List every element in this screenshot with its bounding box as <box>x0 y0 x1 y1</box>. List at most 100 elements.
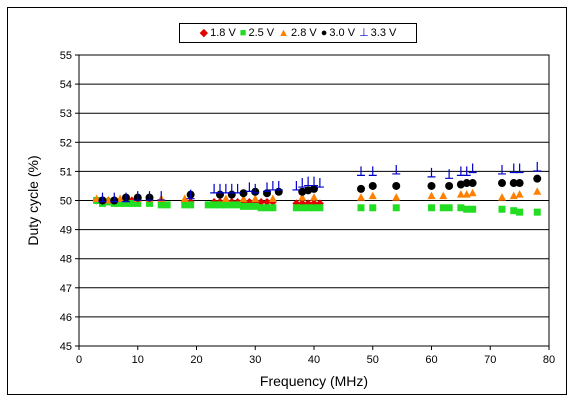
legend-diamond-marker: ◆ <box>199 26 209 39</box>
data-point-square <box>122 199 130 207</box>
legend-item-4: ● 3.0 V <box>321 27 355 39</box>
data-point-triangle <box>392 193 401 201</box>
data-point-square <box>210 201 218 209</box>
data-point-square <box>146 199 153 207</box>
data-point-triangle <box>515 190 524 198</box>
data-point-square <box>163 201 171 209</box>
data-point-circle <box>498 179 506 188</box>
data-point-perp <box>251 183 260 194</box>
legend-label: 2.5 V <box>248 27 275 39</box>
data-point-triangle <box>357 193 365 201</box>
data-point-square <box>392 204 400 212</box>
data-point-circle <box>392 181 401 190</box>
data-point-perp <box>392 164 401 175</box>
legend-label: 3.3 V <box>370 27 397 39</box>
data-point-perp <box>533 162 542 172</box>
legend-item-1: ◆ 1.8 V <box>200 27 236 39</box>
data-point-square <box>428 204 435 212</box>
chart-legend: ◆ 1.8 V ■ 2.5 V ▲ 2.8 V ● 3.0 V ⊥ 3.3 V <box>179 23 417 43</box>
legend-label: 3.0 V <box>329 27 356 39</box>
axis-ticks: 45 46 47 48 49 50 51 52 53 54 55 0 10 20 30 40 50 60 70 80 <box>60 50 555 366</box>
data-point-circle <box>533 174 542 183</box>
data-point-square <box>310 204 318 212</box>
data-point-circle <box>427 181 436 190</box>
data-point-diamond <box>263 197 271 206</box>
data-point-square <box>510 207 518 215</box>
data-point-perp <box>157 191 166 201</box>
data-point-square <box>187 201 195 209</box>
data-point-circle <box>515 179 524 188</box>
legend-item-5: ⊥ 3.3 V <box>359 27 396 39</box>
x-tick-label: 0 <box>76 354 82 366</box>
y-axis-title: Duty cycle (%) <box>25 155 41 245</box>
data-point-square <box>257 204 265 212</box>
data-point-perp <box>274 180 283 191</box>
data-point-square <box>134 199 142 207</box>
data-point-square <box>439 204 447 212</box>
legend-square-marker: ■ <box>239 26 247 39</box>
data-point-triangle <box>310 193 318 201</box>
data-point-perp <box>304 176 313 187</box>
data-point-perp <box>186 189 195 200</box>
data-point-square <box>157 201 165 209</box>
y-tick-label: 55 <box>60 50 72 62</box>
x-tick-label: 60 <box>425 354 437 366</box>
data-point-square <box>234 201 242 209</box>
data-point-triangle <box>439 191 448 200</box>
data-point-square <box>298 204 306 212</box>
data-point-perp <box>310 176 318 187</box>
legend-triangle-marker: ▲ <box>278 26 290 39</box>
x-tick-label: 40 <box>308 354 320 366</box>
data-point-triangle <box>468 188 477 197</box>
data-point-triangle <box>456 190 465 198</box>
data-point-perp <box>498 164 506 175</box>
data-point-perp <box>227 183 236 194</box>
data-point-square <box>251 202 259 210</box>
data-point-square <box>269 204 277 212</box>
data-point-square <box>357 204 365 212</box>
data-point-perp <box>263 182 271 193</box>
data-point-square <box>292 204 300 212</box>
data-point-circle <box>468 179 477 188</box>
data-point-circle <box>462 179 471 188</box>
data-point-perp <box>468 163 477 174</box>
data-point-diamond <box>257 197 266 206</box>
data-point-square <box>463 205 471 213</box>
data-point-perp <box>357 166 365 176</box>
data-point-square <box>263 204 271 212</box>
data-point-perp <box>233 183 242 194</box>
x-tick-label: 50 <box>367 354 379 366</box>
y-tick-label: 50 <box>60 196 72 208</box>
y-tick-label: 54 <box>60 79 72 91</box>
data-point-triangle <box>251 194 260 203</box>
data-point-triangle <box>368 191 377 200</box>
data-point-perp <box>427 167 436 178</box>
data-point-square <box>204 201 212 209</box>
data-point-square <box>369 204 377 212</box>
data-point-square <box>216 201 224 209</box>
data-point-circle <box>368 181 377 190</box>
data-point-perp <box>98 192 107 203</box>
data-points <box>92 162 542 216</box>
data-point-square <box>316 204 324 212</box>
data-point-square <box>116 199 124 207</box>
data-point-perp <box>216 183 224 194</box>
legend-item-2: ■ 2.5 V <box>240 27 274 39</box>
y-tick-label: 48 <box>60 254 72 266</box>
data-point-circle <box>357 184 365 193</box>
data-point-perp <box>110 192 119 203</box>
x-tick-label: 30 <box>249 354 261 366</box>
y-tick-label: 51 <box>60 166 72 178</box>
data-point-square <box>228 201 236 209</box>
data-point-perp <box>445 169 454 179</box>
data-point-triangle <box>509 191 518 200</box>
y-tick-label: 47 <box>60 283 72 295</box>
data-point-perp <box>292 180 301 191</box>
legend-circle-marker: ● <box>320 26 328 39</box>
x-tick-label: 20 <box>190 354 202 366</box>
data-point-perp <box>245 182 254 193</box>
data-point-triangle <box>221 194 230 203</box>
y-tick-label: 45 <box>60 341 72 353</box>
data-point-perp <box>268 180 277 191</box>
data-point-triangle <box>268 194 277 203</box>
